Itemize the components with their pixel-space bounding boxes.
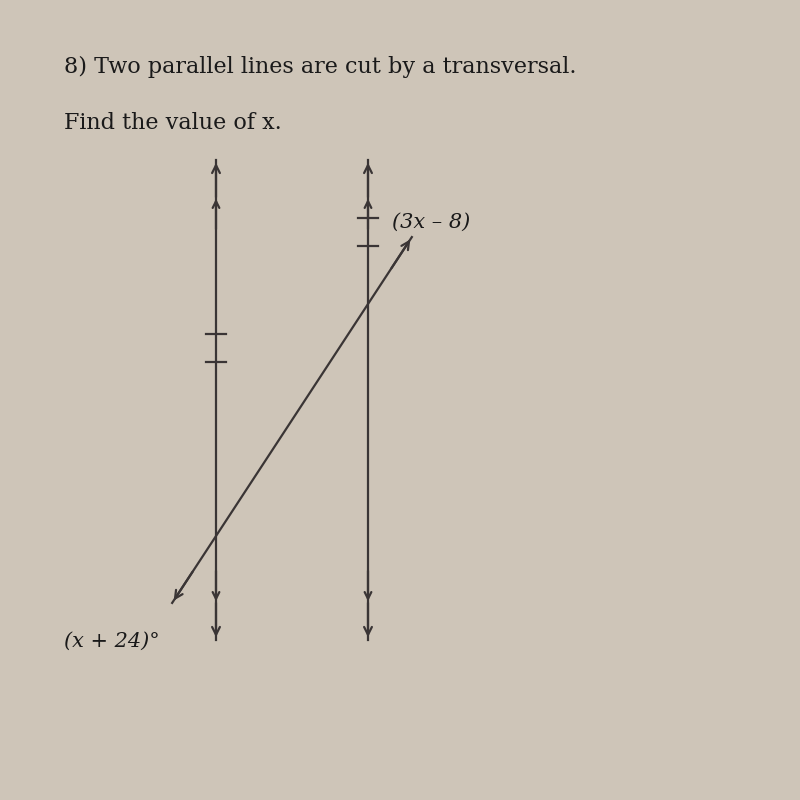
Text: 8) Two parallel lines are cut by a transversal.: 8) Two parallel lines are cut by a trans…	[64, 56, 577, 78]
Text: (3x – 8): (3x – 8)	[392, 213, 470, 232]
Text: (x + 24)°: (x + 24)°	[64, 632, 160, 651]
Text: Find the value of x.: Find the value of x.	[64, 112, 282, 134]
